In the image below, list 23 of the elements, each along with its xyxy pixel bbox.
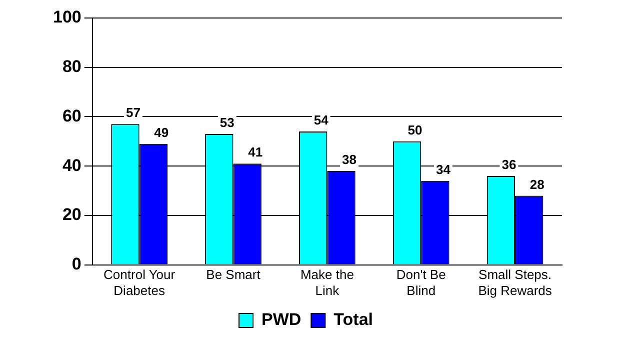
- data-label: 49: [154, 124, 169, 140]
- y-tick-label: 80: [62, 57, 82, 76]
- legend-label: Total: [334, 310, 374, 330]
- y-tick-label: 100: [52, 8, 82, 27]
- data-label: 28: [530, 176, 544, 192]
- y-tick-label: 0: [72, 254, 82, 274]
- data-label: 36: [502, 157, 516, 172]
- data-label: 34: [436, 162, 452, 177]
- legend-label: PWD: [261, 310, 302, 330]
- y-tick-label: 40: [62, 156, 82, 175]
- x-tick-label: Be Smart: [206, 267, 261, 282]
- data-label: 50: [408, 122, 422, 138]
- y-tick-label: 60: [62, 106, 82, 126]
- data-label: 53: [220, 115, 234, 130]
- data-label: 41: [248, 144, 263, 160]
- x-tick-label: Control Your Diabetes: [104, 267, 176, 298]
- y-tick-label: 20: [62, 205, 82, 224]
- data-label: 38: [342, 152, 357, 168]
- x-tick-label: Make the Link: [300, 267, 354, 298]
- x-tick-label: Small Steps. Big Rewards: [478, 267, 552, 298]
- data-label: 57: [126, 105, 140, 120]
- data-label: 54: [314, 112, 330, 128]
- x-tick-label: Don't Be Blind: [396, 267, 446, 298]
